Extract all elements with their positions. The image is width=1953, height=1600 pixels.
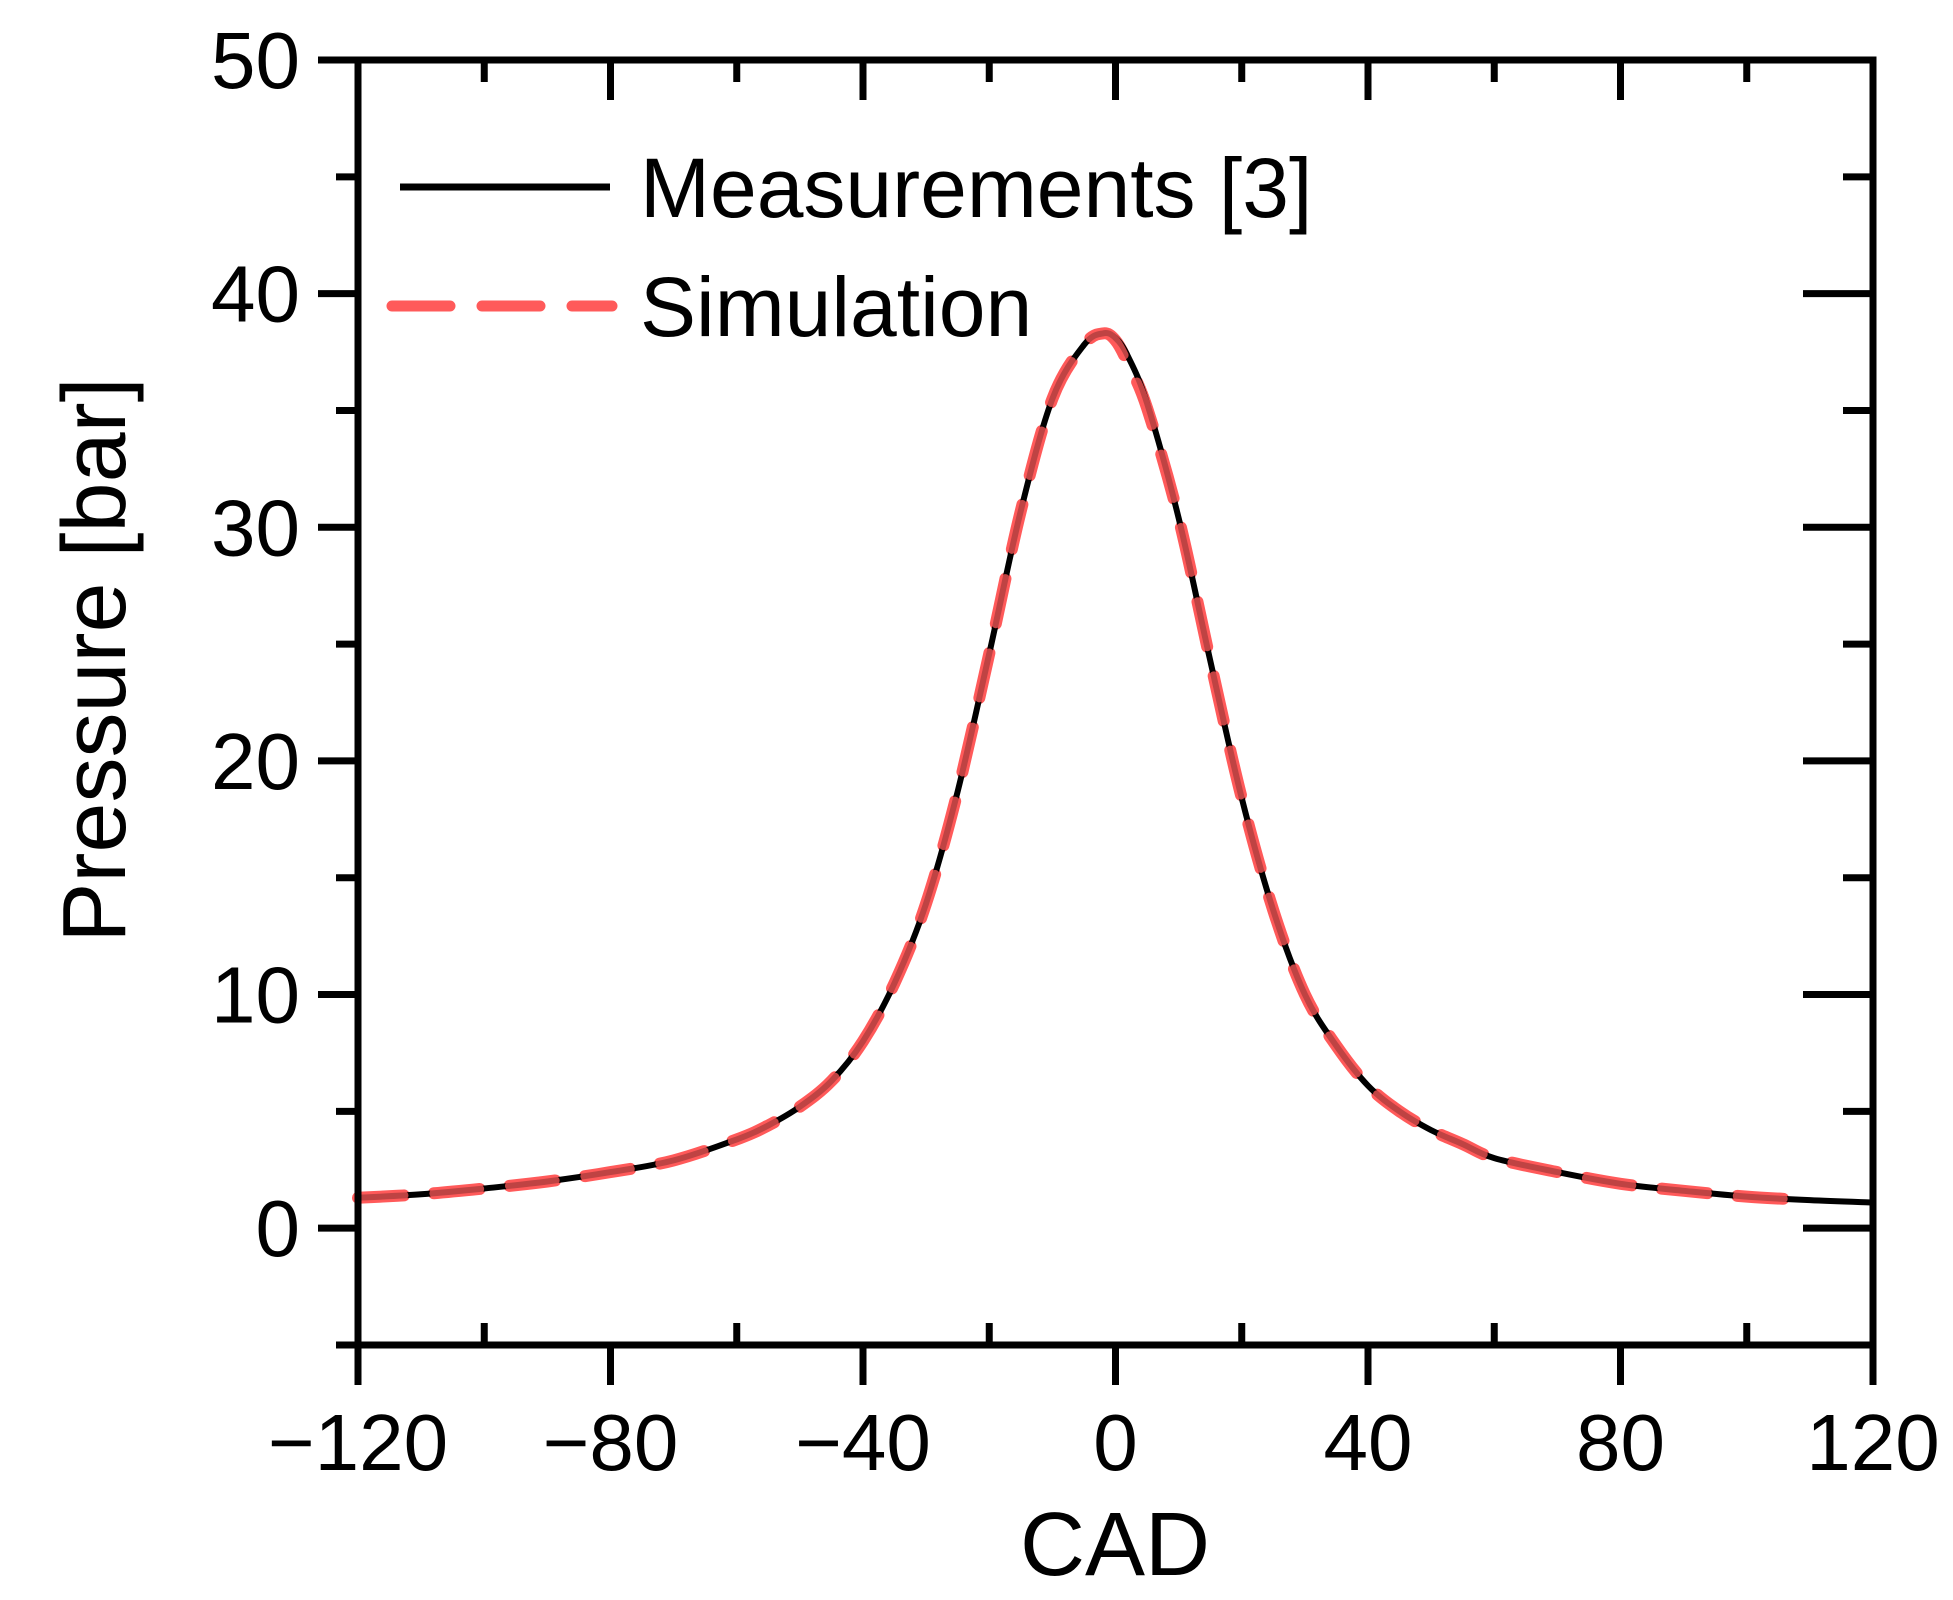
- x-tick-label: 40: [1324, 1398, 1413, 1487]
- x-tick-label: 80: [1576, 1398, 1665, 1487]
- y-tick-label: 30: [211, 483, 300, 572]
- x-tick-label: 0: [1093, 1398, 1138, 1487]
- x-tick-label: −40: [795, 1398, 931, 1487]
- series-layer: [352, 327, 1874, 1207]
- series-line-measurements: [357, 330, 1874, 1206]
- y-tick-label: 20: [211, 717, 300, 806]
- legend-label-simulation: Simulation: [640, 260, 1032, 354]
- series-line-simulation: [352, 327, 1816, 1207]
- legend-label-measurements: Measurements [3]: [640, 141, 1312, 235]
- plot-frame: [354, 56, 1877, 1349]
- series-line-simulation-overlay: [353, 328, 1815, 1205]
- x-tick-label: −80: [543, 1398, 679, 1487]
- y-tick-label: 10: [211, 951, 300, 1040]
- y-tick-label: 0: [256, 1184, 301, 1273]
- y-tick-label: 50: [211, 16, 300, 105]
- y-axis-title: Pressure [bar]: [45, 377, 145, 942]
- x-tick-label: −120: [268, 1398, 448, 1487]
- legend: Measurements [3] Simulation: [386, 141, 1312, 354]
- x-tick-label: 120: [1806, 1398, 1939, 1487]
- x-axis-title: CAD: [1020, 1495, 1210, 1595]
- y-tick-label: 40: [211, 250, 300, 339]
